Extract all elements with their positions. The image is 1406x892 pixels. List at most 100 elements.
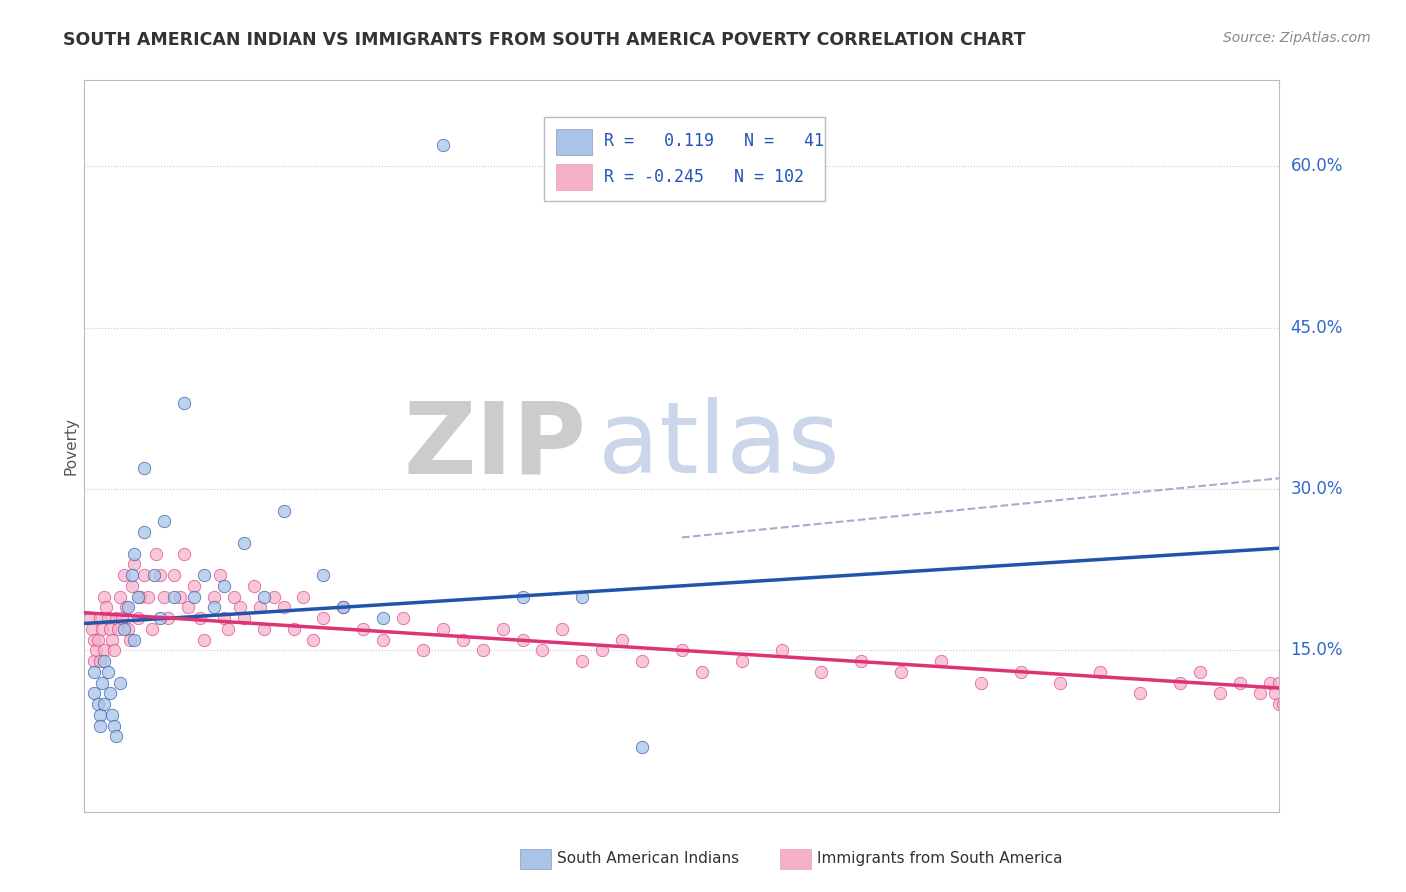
Point (1268, 697, 1291, 711)
Point (1249, 686, 1271, 700)
Text: SOUTH AMERICAN INDIAN VS IMMIGRANTS FROM SOUTH AMERICA POVERTY CORRELATION CHART: SOUTH AMERICAN INDIAN VS IMMIGRANTS FROM… (63, 31, 1026, 49)
Point (631, 740, 654, 755)
Point (302, 632, 325, 647)
Point (111, 611, 134, 625)
Point (188, 611, 211, 625)
Point (86, 643, 108, 657)
Point (79, 611, 101, 625)
Point (212, 611, 235, 625)
Point (132, 568, 156, 582)
Point (412, 643, 434, 657)
Point (352, 622, 374, 636)
Point (571, 654, 593, 668)
Point (83, 686, 105, 700)
Y-axis label: Poverty: Poverty (63, 417, 79, 475)
Point (731, 654, 754, 668)
Text: R = -0.245   N = 102: R = -0.245 N = 102 (605, 168, 804, 186)
Point (89, 654, 111, 668)
Point (432, 622, 454, 636)
Point (129, 590, 152, 604)
Point (970, 675, 993, 690)
Point (89, 611, 111, 625)
Point (127, 611, 149, 625)
Text: Immigrants from South America: Immigrants from South America (817, 852, 1063, 866)
Point (97, 665, 120, 679)
FancyBboxPatch shape (544, 117, 825, 201)
Text: 15.0%: 15.0% (1291, 641, 1343, 659)
Text: atlas: atlas (599, 398, 839, 494)
Point (1298, 697, 1320, 711)
Point (202, 590, 225, 604)
Text: 45.0%: 45.0% (1291, 318, 1343, 336)
Point (91, 675, 114, 690)
Point (112, 622, 135, 636)
Point (212, 579, 235, 593)
Point (127, 590, 149, 604)
Point (173, 547, 195, 561)
Point (91, 622, 114, 636)
Point (312, 611, 335, 625)
Point (89, 719, 111, 733)
Text: Source: ZipAtlas.com: Source: ZipAtlas.com (1223, 31, 1371, 45)
Point (851, 654, 873, 668)
Point (132, 460, 156, 475)
Point (149, 611, 172, 625)
Point (492, 622, 515, 636)
Point (312, 568, 335, 582)
Point (512, 632, 534, 647)
Point (136, 590, 159, 604)
Point (531, 643, 554, 657)
Point (229, 600, 252, 615)
Point (1288, 719, 1310, 733)
Point (83, 665, 105, 679)
Point (177, 600, 200, 615)
Point (93, 697, 115, 711)
Point (263, 590, 285, 604)
Point (1272, 697, 1295, 711)
Point (292, 590, 315, 604)
Point (153, 590, 176, 604)
Point (1188, 665, 1211, 679)
Point (122, 558, 145, 572)
Point (121, 568, 143, 582)
Point (122, 547, 145, 561)
Point (551, 622, 574, 636)
Point (163, 590, 186, 604)
Point (105, 611, 128, 625)
Point (82, 622, 104, 636)
Point (157, 611, 180, 625)
Point (98, 622, 121, 636)
Point (273, 503, 295, 517)
Point (332, 600, 354, 615)
Point (141, 622, 163, 636)
Point (217, 622, 239, 636)
Point (232, 611, 254, 625)
Point (471, 643, 494, 657)
Point (373, 611, 395, 625)
Point (273, 600, 295, 615)
Text: ZIP: ZIP (404, 398, 586, 494)
Point (253, 590, 276, 604)
Point (149, 568, 172, 582)
Point (1292, 675, 1315, 690)
Point (1268, 675, 1291, 690)
Point (202, 600, 225, 615)
Text: 30.0%: 30.0% (1291, 480, 1343, 498)
Point (117, 600, 139, 615)
Point (1229, 675, 1251, 690)
Point (107, 622, 129, 636)
Point (890, 665, 912, 679)
Text: South American Indians: South American Indians (557, 852, 740, 866)
Text: R =   0.119   N =   41: R = 0.119 N = 41 (605, 132, 824, 150)
Point (173, 396, 195, 410)
Point (120, 632, 142, 647)
FancyBboxPatch shape (557, 164, 592, 190)
Point (183, 579, 205, 593)
Point (193, 632, 215, 647)
Point (451, 632, 474, 647)
Point (1209, 686, 1232, 700)
Point (253, 622, 276, 636)
Point (249, 600, 271, 615)
Point (631, 654, 654, 668)
Point (222, 590, 245, 604)
